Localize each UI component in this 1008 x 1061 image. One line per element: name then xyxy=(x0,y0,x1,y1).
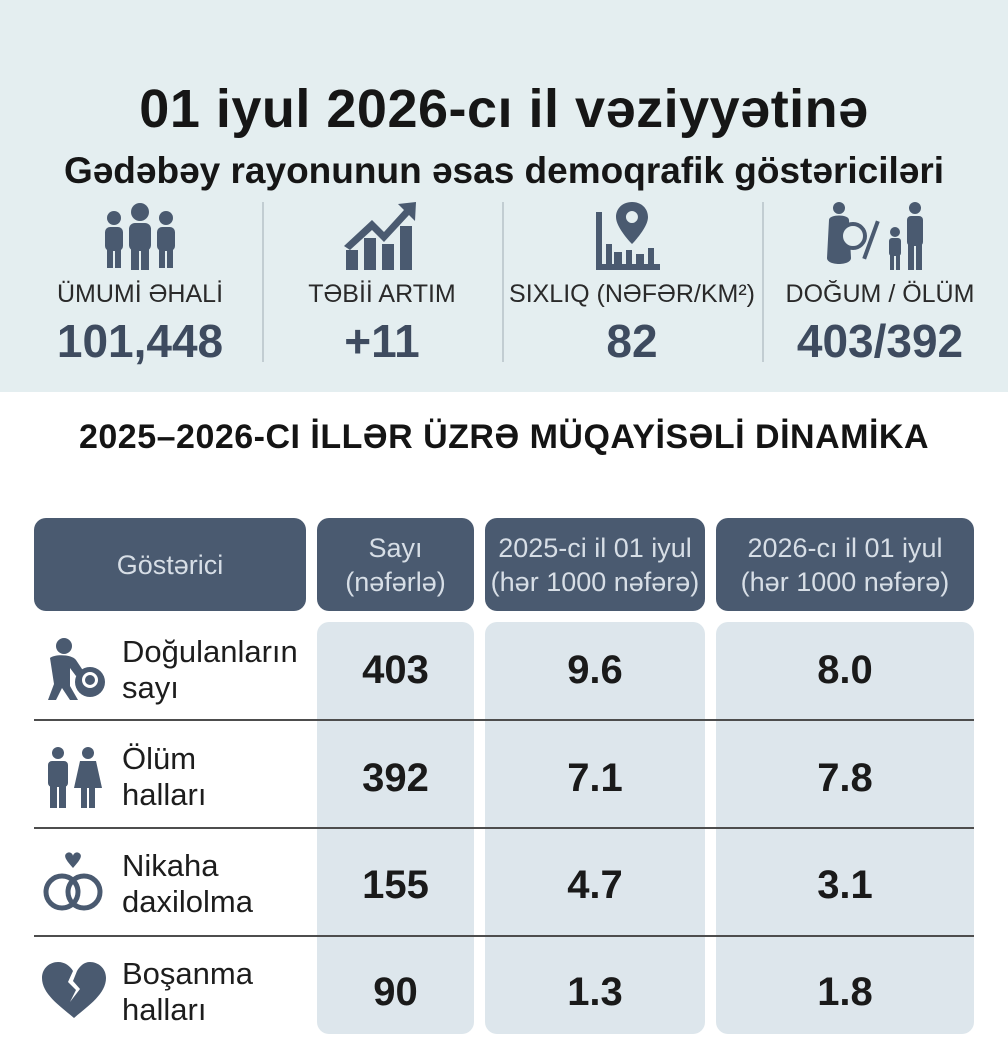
stat-total-population: ÜMUMİ ƏHALİ 101,448 xyxy=(20,196,260,371)
stat-label: SIXLIQ (NƏFƏR/KM²) xyxy=(509,280,755,308)
stat-label: DOĞUM / ÖLÜM xyxy=(785,280,975,308)
row-name: Nikaha daxilolma xyxy=(122,848,253,920)
table-header-count: Sayı (nəfərlə) xyxy=(317,518,474,611)
rate-2025-cell: 1.3 xyxy=(567,970,623,1014)
stat-birth-death: DOĞUM / ÖLÜM 403/392 xyxy=(764,196,996,371)
rate-2026-cell: 7.8 xyxy=(817,756,873,800)
divider xyxy=(762,202,764,362)
count-cell: 392 xyxy=(362,756,429,800)
map-pin-city-icon xyxy=(592,200,672,277)
man-woman-icon xyxy=(40,746,108,815)
row-name: Ölüm halları xyxy=(122,741,206,813)
header-sublabel: (hər 1000 nəfərə) xyxy=(490,566,700,597)
page-title: 01 iyul 2026-cı il vəziyyətinə xyxy=(139,79,869,139)
row-name: Boşanma halları xyxy=(122,956,253,1028)
growth-chart-icon xyxy=(342,200,422,277)
row-divider xyxy=(34,935,974,937)
count-cell: 403 xyxy=(362,648,429,692)
rate-2025-cell: 7.1 xyxy=(567,756,623,800)
header-sublabel: (nəfərlə) xyxy=(345,566,446,597)
stat-value: 101,448 xyxy=(56,315,224,367)
row-name: Doğulanların sayı xyxy=(122,634,298,706)
header-sublabel: (hər 1000 nəfərə) xyxy=(740,566,950,597)
birth-death-icon xyxy=(825,200,935,277)
row-name-line: halları xyxy=(122,992,207,1027)
row-name-line: sayı xyxy=(122,670,179,705)
people-group-icon xyxy=(100,200,180,277)
divider xyxy=(262,202,264,362)
count-cell: 90 xyxy=(373,970,418,1014)
page-subtitle: Gədəbəy rayonunun əsas demoqrafik göstər… xyxy=(63,150,945,191)
table-header-indicator: Göstərici xyxy=(34,518,306,611)
stat-value: 82 xyxy=(606,315,658,367)
rate-2025-cell: 9.6 xyxy=(567,648,623,692)
table-header-2025: 2025-ci il 01 iyul (hər 1000 nəfərə) xyxy=(485,518,705,611)
row-name-line: Doğulanların xyxy=(122,634,298,669)
header-label: Göstərici xyxy=(116,549,224,580)
header-label: 2025-ci il 01 iyul xyxy=(498,532,692,563)
row-name-line: halları xyxy=(122,777,207,812)
rate-2026-cell: 8.0 xyxy=(817,648,873,692)
rings-heart-icon xyxy=(40,852,108,919)
rate-2025-cell: 4.7 xyxy=(567,863,623,907)
row-name-line: Ölüm xyxy=(122,741,197,776)
header-band xyxy=(0,0,1008,392)
table-header-2026: 2026-cı il 01 iyul (hər 1000 nəfərə) xyxy=(716,518,974,611)
rate-2026-cell: 3.1 xyxy=(817,863,873,907)
stat-natural-growth: TƏBİİ ARTIM +11 xyxy=(264,196,500,371)
stat-label: ÜMUMİ ƏHALİ xyxy=(56,280,224,308)
stat-value: +11 xyxy=(344,315,420,367)
row-name-line: daxilolma xyxy=(122,884,253,919)
rate-2026-cell: 1.8 xyxy=(817,970,873,1014)
stat-label: TƏBİİ ARTIM xyxy=(308,280,456,308)
count-cell: 155 xyxy=(362,863,429,907)
header-label: 2026-cı il 01 iyul xyxy=(747,532,943,563)
parent-baby-icon xyxy=(40,636,108,707)
section-title: 2025–2026-CI İLLƏR ÜZRƏ MÜQAYİSƏLİ DİNAM… xyxy=(78,418,930,456)
header-label: Sayı xyxy=(368,532,423,563)
row-name-line: Nikaha xyxy=(122,848,219,883)
stat-value: 403/392 xyxy=(796,315,964,367)
broken-heart-icon xyxy=(40,962,108,1025)
stat-density: SIXLIQ (NƏFƏR/KM²) 82 xyxy=(504,196,760,371)
divider xyxy=(502,202,504,362)
row-divider xyxy=(34,719,974,721)
row-divider xyxy=(34,827,974,829)
row-name-line: Boşanma xyxy=(122,956,253,991)
